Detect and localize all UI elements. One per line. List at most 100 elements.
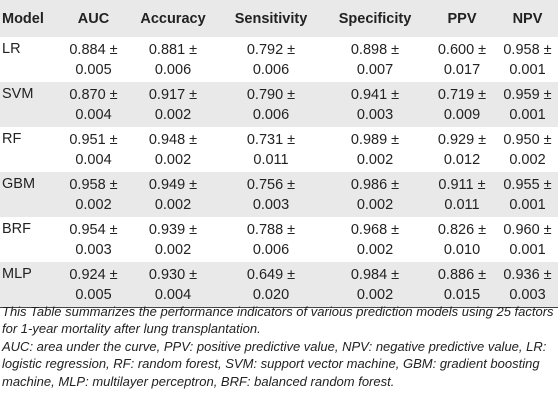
cell-sd: 0.006: [252, 61, 290, 78]
cell-auc: 0.958 ± 0.002: [60, 172, 127, 217]
cell-auc: 0.954 ± 0.003: [60, 217, 127, 262]
cell-mean: 0.939 ±: [148, 221, 198, 238]
cell-sd: 0.001: [509, 241, 546, 258]
cell-mean: 0.898 ±: [350, 41, 400, 58]
cell-sd: 0.002: [356, 151, 394, 168]
cell-mean: 0.941 ±: [350, 86, 400, 103]
cell-sd: 0.010: [443, 241, 481, 258]
cell-sd: 0.005: [75, 286, 112, 303]
cell-model: RF: [2, 131, 22, 147]
cell-sd: 0.004: [75, 151, 112, 168]
cell-sd: 0.002: [356, 196, 394, 213]
cell-mean: 0.930 ±: [148, 266, 198, 283]
table-row: SVM 0.870 ±0.004 0.917 ±0.002 0.790 ±0.006 0…: [0, 82, 558, 127]
cell-mean: 0.756 ±: [246, 176, 296, 193]
cell-specificity: 0.941 ± 0.003: [323, 82, 427, 127]
cell-sd: 0.015: [443, 286, 481, 303]
header-row: Model AUC Accuracy Sensitivity Specifici…: [0, 0, 558, 37]
cell-sd: 0.002: [154, 106, 192, 123]
cell-ppv: 0.826 ± 0.010: [427, 217, 497, 262]
cell-sd: 0.002: [509, 151, 546, 168]
cell-sensitivity: 0.756 ± 0.003: [219, 172, 323, 217]
cell-model: MLP: [0, 262, 60, 308]
cell-mean: 0.958 ±: [69, 176, 118, 193]
cell-sensitivity: 0.731 ± 0.011: [219, 127, 323, 172]
cell-sd: 0.002: [154, 151, 192, 168]
header-npv: NPV: [512, 10, 543, 27]
cell-accuracy: 0.881 ± 0.006: [127, 37, 219, 82]
cell-sd: 0.001: [509, 61, 546, 78]
cell-ppv: 0.886 ± 0.015: [427, 262, 497, 308]
cell-sensitivity: 0.790 ± 0.006: [219, 82, 323, 127]
cell-mean: 0.986 ±: [350, 176, 400, 193]
cell-specificity: 0.968 ± 0.002: [323, 217, 427, 262]
cell-mean: 0.989 ±: [350, 131, 400, 148]
footnote-abbreviations: AUC: area under the curve, PPV: positive…: [2, 338, 547, 389]
cell-sd: 0.004: [75, 106, 112, 123]
cell-specificity: 0.986 ± 0.002: [323, 172, 427, 217]
table-row: GBM 0.958 ±0.002 0.949 ±0.002 0.756 ±0.003 0…: [0, 172, 558, 217]
cell-ppv: 0.929 ± 0.012: [427, 127, 497, 172]
table-row: RF 0.951 ±0.004 0.948 ±0.002 0.731 ±0.011 0.…: [0, 127, 558, 172]
header-model: Model: [2, 10, 44, 27]
cell-mean: 0.954 ±: [69, 221, 118, 238]
footnote-summary: This Table summarizes the performance in…: [2, 304, 554, 337]
cell-sd: 0.003: [509, 286, 546, 303]
cell-auc: 0.884 ± 0.005: [60, 37, 127, 82]
cell-accuracy: 0.949 ± 0.002: [127, 172, 219, 217]
cell-mean: 0.924 ±: [69, 266, 118, 283]
cell-mean: 0.788 ±: [246, 221, 296, 238]
header-specificity: Specificity: [338, 10, 412, 27]
cell-sd: 0.009: [443, 106, 481, 123]
cell-mean: 0.951 ±: [69, 131, 118, 148]
table-footnotes: This Table summarizes the performance in…: [2, 303, 554, 390]
cell-sd: 0.001: [509, 106, 546, 123]
cell-sd: 0.002: [356, 286, 394, 303]
cell-mean: 0.870 ±: [69, 86, 118, 103]
cell-mean: 0.968 ±: [350, 221, 400, 238]
cell-sd: 0.002: [75, 196, 112, 213]
cell-mean: 0.929 ±: [437, 131, 487, 148]
cell-sd: 0.011: [444, 196, 480, 213]
cell-sd: 0.011: [253, 151, 289, 168]
cell-auc: 0.924 ± 0.005: [60, 262, 127, 308]
cell-specificity: 0.984 ± 0.002: [323, 262, 427, 308]
cell-mean: 0.881 ±: [148, 41, 198, 58]
cell-ppv: 0.719 ± 0.009: [427, 82, 497, 127]
table-row: BRF 0.954 ±0.003 0.939 ± 0.002 0.788 ± 0.006 0…: [0, 217, 558, 262]
cell-auc: 0.951 ± 0.004: [60, 127, 127, 172]
cell-model: SVM: [2, 86, 34, 102]
cell-mean: 0.950 ±: [503, 131, 552, 148]
cell-sd: 0.002: [356, 241, 394, 258]
cell-sd: 0.020: [252, 286, 290, 303]
cell-ppv: 0.600 ± 0.017: [427, 37, 497, 82]
cell-sd: 0.002: [154, 196, 192, 213]
header-sensitivity: Sensitivity: [234, 10, 308, 27]
cell-model: LR: [2, 41, 21, 57]
cell-specificity: 0.898 ± 0.007: [323, 37, 427, 82]
cell-sd: 0.004: [154, 286, 192, 303]
cell-mean: 0.948 ±: [148, 131, 198, 148]
cell-sd: 0.002: [154, 241, 192, 258]
cell-mean: 0.984 ±: [350, 266, 400, 283]
cell-sd: 0.012: [443, 151, 481, 168]
cell-sensitivity: 0.792 ± 0.006: [219, 37, 323, 82]
cell-mean: 0.884 ±: [69, 41, 118, 58]
header-accuracy: Accuracy: [140, 10, 206, 27]
table-body: LR 0.884 ±0.005 0.881 ±0.006 0.792 ±0.006 0.…: [0, 37, 558, 308]
cell-mean: 0.911 ±: [438, 176, 486, 193]
cell-sd: 0.006: [154, 61, 192, 78]
cell-sd: 0.007: [356, 61, 394, 78]
cell-mean: 0.649 ±: [246, 266, 296, 283]
performance-table: Model AUC Accuracy Sensitivity Specifici…: [0, 0, 558, 308]
cell-mean: 0.959 ±: [503, 86, 552, 103]
cell-model: GBM: [2, 176, 36, 192]
cell-mean: 0.949 ±: [148, 176, 198, 193]
cell-sd: 0.006: [252, 241, 290, 258]
cell-mean: 0.719 ±: [437, 86, 487, 103]
cell-sd: 0.001: [509, 196, 546, 213]
cell-specificity: 0.989 ± 0.002: [323, 127, 427, 172]
cell-mean: 0.958 ±: [503, 41, 552, 58]
cell-mean: 0.955 ±: [503, 176, 552, 193]
cell-model: BRF: [2, 221, 31, 237]
